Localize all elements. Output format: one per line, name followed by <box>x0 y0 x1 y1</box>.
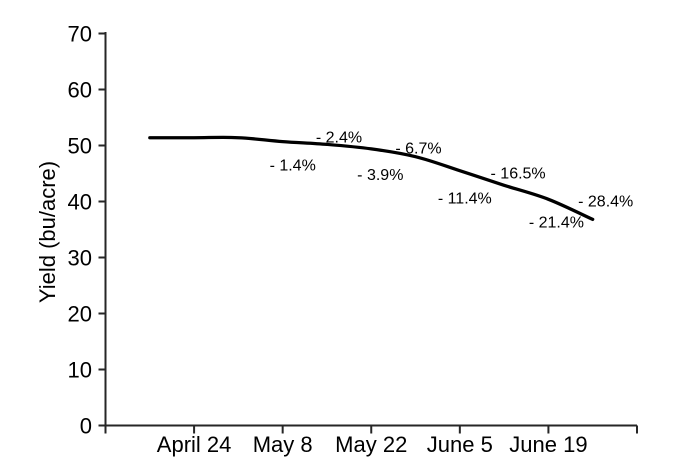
y-tick-label: 60 <box>68 78 92 103</box>
y-tick-label: 30 <box>68 246 92 271</box>
x-tick-label: May 8 <box>253 432 313 457</box>
y-tick-label: 0 <box>80 414 92 439</box>
x-tick-label: June 5 <box>427 432 493 457</box>
data-label-28.4: - 28.4% <box>578 193 633 210</box>
y-tick-label: 20 <box>68 302 92 327</box>
x-tick-label: May 22 <box>335 432 407 457</box>
data-label-11.4: - 11.4% <box>438 191 492 208</box>
y-tick-label: 40 <box>68 190 92 215</box>
data-label-16.5: - 16.5% <box>491 165 546 182</box>
data-label-3.9: - 3.9% <box>357 167 403 184</box>
x-tick-label: June 19 <box>509 432 587 457</box>
data-label-21.4: - 21.4% <box>529 214 584 231</box>
y-axis-title: Yield (bu/acre) <box>35 161 60 303</box>
y-tick-label: 50 <box>68 134 92 159</box>
x-tick-label: April 24 <box>157 432 232 457</box>
data-label-2.4: - 2.4% <box>316 129 362 146</box>
data-label-6.7: - 6.7% <box>395 141 441 158</box>
data-label-1.4: - 1.4% <box>270 158 316 175</box>
y-tick-label: 10 <box>68 358 92 383</box>
yield-series-line <box>148 135 595 222</box>
y-tick-label: 70 <box>68 22 92 47</box>
